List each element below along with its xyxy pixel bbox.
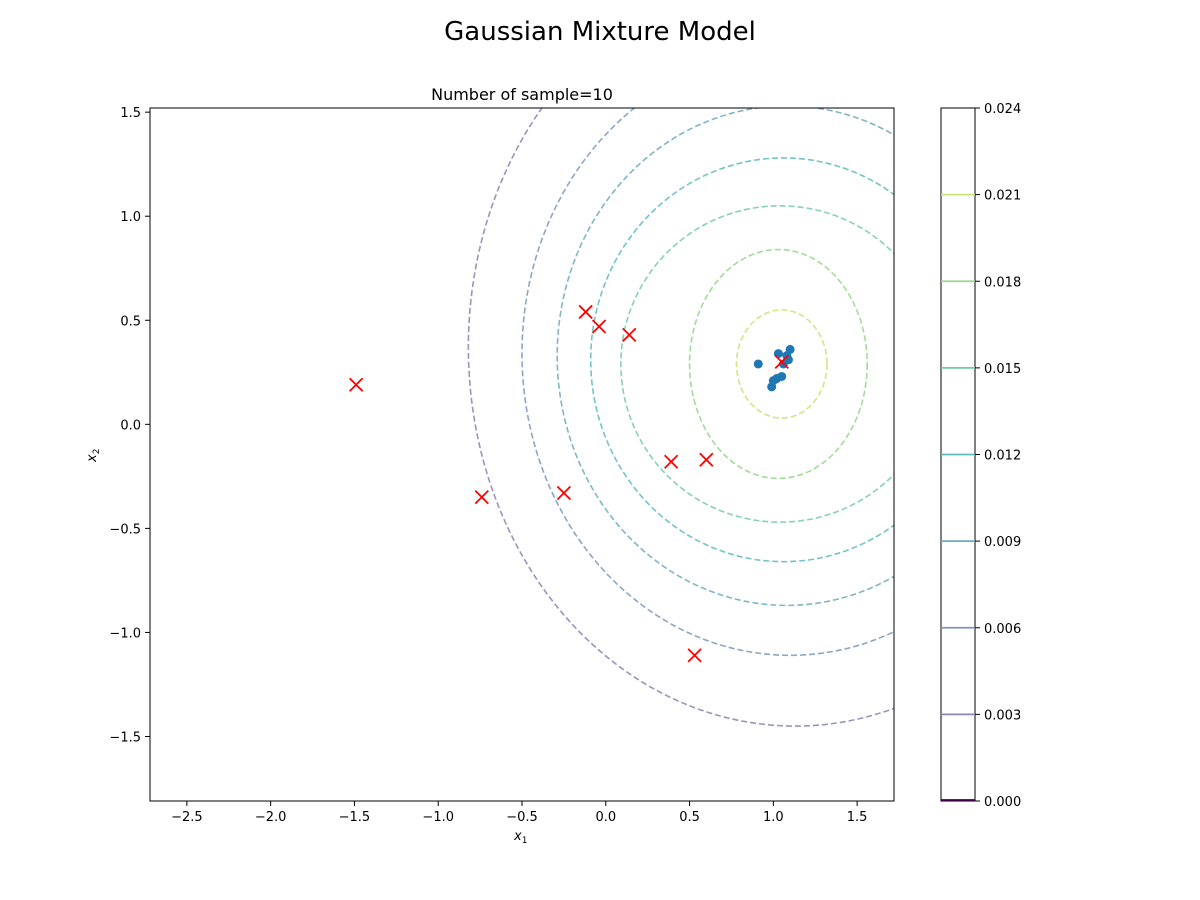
x-tick-label: 0.5 [679, 810, 700, 825]
colorbar-tick-label: 0.009 [984, 535, 1021, 550]
contour-0.021 [735, 309, 828, 419]
y-axis-label-base: x [85, 454, 100, 463]
x-marker [687, 648, 702, 663]
x-marker [474, 490, 489, 505]
x-marker [699, 452, 714, 467]
colorbar-tick-label: 0.024 [984, 102, 1021, 117]
colorbar: 0.000 0.003 0.006 0.009 0.012 0.015 0.018 0.021… [940, 102, 1021, 810]
x-marker [591, 319, 607, 334]
y-tick-label: −0.5 [109, 522, 141, 537]
x-tick-label: 1.0 [763, 810, 784, 825]
x-axis-label: x1 [513, 829, 527, 846]
x-tick-label: −1.0 [422, 810, 454, 825]
x-marker [622, 327, 637, 342]
y-tick-label: 0.5 [120, 314, 141, 329]
plot-area: −2.5 −2.0 −1.5 −1.0 −0.5 0.0 0.5 1.0 1.5 −1.5−1.… [109, 106, 895, 825]
y-tick-label: 1.5 [120, 106, 141, 121]
x-axis-label-sub: 1 [522, 836, 528, 846]
sample-point [773, 349, 783, 359]
colorbar-tick-label: 0.003 [984, 708, 1021, 723]
x-tick-label: −0.5 [506, 810, 538, 825]
contour-0.006 [521, 108, 894, 657]
sample-point [753, 359, 763, 369]
contour-0.018 [688, 248, 868, 480]
contour-0.009 [556, 108, 894, 607]
colorbar-tick-label: 0.018 [984, 275, 1021, 290]
scatter-points [348, 304, 795, 663]
sample-point [767, 382, 777, 392]
contour-0.003 [467, 108, 894, 727]
plot-frame [149, 107, 895, 802]
y-axis-label: x2 [85, 449, 102, 463]
y-axis-label-sub: 2 [92, 449, 102, 455]
x-tick-label: 0.0 [595, 810, 616, 825]
x-axis-ticks: −2.5 −2.0 −1.5 −1.0 −0.5 0.0 0.5 1.0 1.5 [171, 801, 867, 825]
x-marker [663, 454, 679, 469]
colorbar-tick-label: 0.006 [984, 622, 1021, 637]
x-tick-label: −2.5 [171, 810, 203, 825]
colorbar-tick-label: 0.012 [984, 449, 1021, 464]
colorbar-tick-label: 0.015 [984, 362, 1021, 377]
colorbar-level-lines [941, 193, 975, 801]
contour-lines [467, 108, 894, 727]
x-marker [774, 354, 789, 370]
sample-point [785, 344, 795, 354]
y-axis-ticks: −1.5 −1.0 −0.5 0.0 0.5 1.0 1.5 [109, 106, 150, 745]
x-tick-label: −1.5 [339, 810, 371, 825]
colorbar-tick-label: 0.000 [984, 795, 1021, 810]
sample-point [777, 371, 787, 381]
x-tick-label: −2.0 [255, 810, 287, 825]
colorbar-tick-label: 0.021 [984, 189, 1021, 204]
figure-title: Gaussian Mixture Model [444, 17, 756, 47]
contour-0.015 [620, 205, 894, 523]
x-marker [556, 485, 572, 501]
contour-0.012 [589, 157, 894, 563]
x-axis-label-base: x [513, 829, 522, 844]
y-tick-label: −1.0 [109, 626, 141, 641]
plot-title: Number of sample=10 [431, 85, 613, 104]
y-tick-label: −1.5 [109, 730, 141, 745]
y-tick-label: 1.0 [120, 210, 141, 225]
y-tick-label: 0.0 [120, 418, 141, 433]
x-tick-label: 1.5 [847, 810, 868, 825]
x-marker [348, 377, 364, 392]
x-marker [578, 304, 593, 320]
colorbar-ticks: 0.000 0.003 0.006 0.009 0.012 0.015 0.018 0.021… [975, 102, 1021, 810]
